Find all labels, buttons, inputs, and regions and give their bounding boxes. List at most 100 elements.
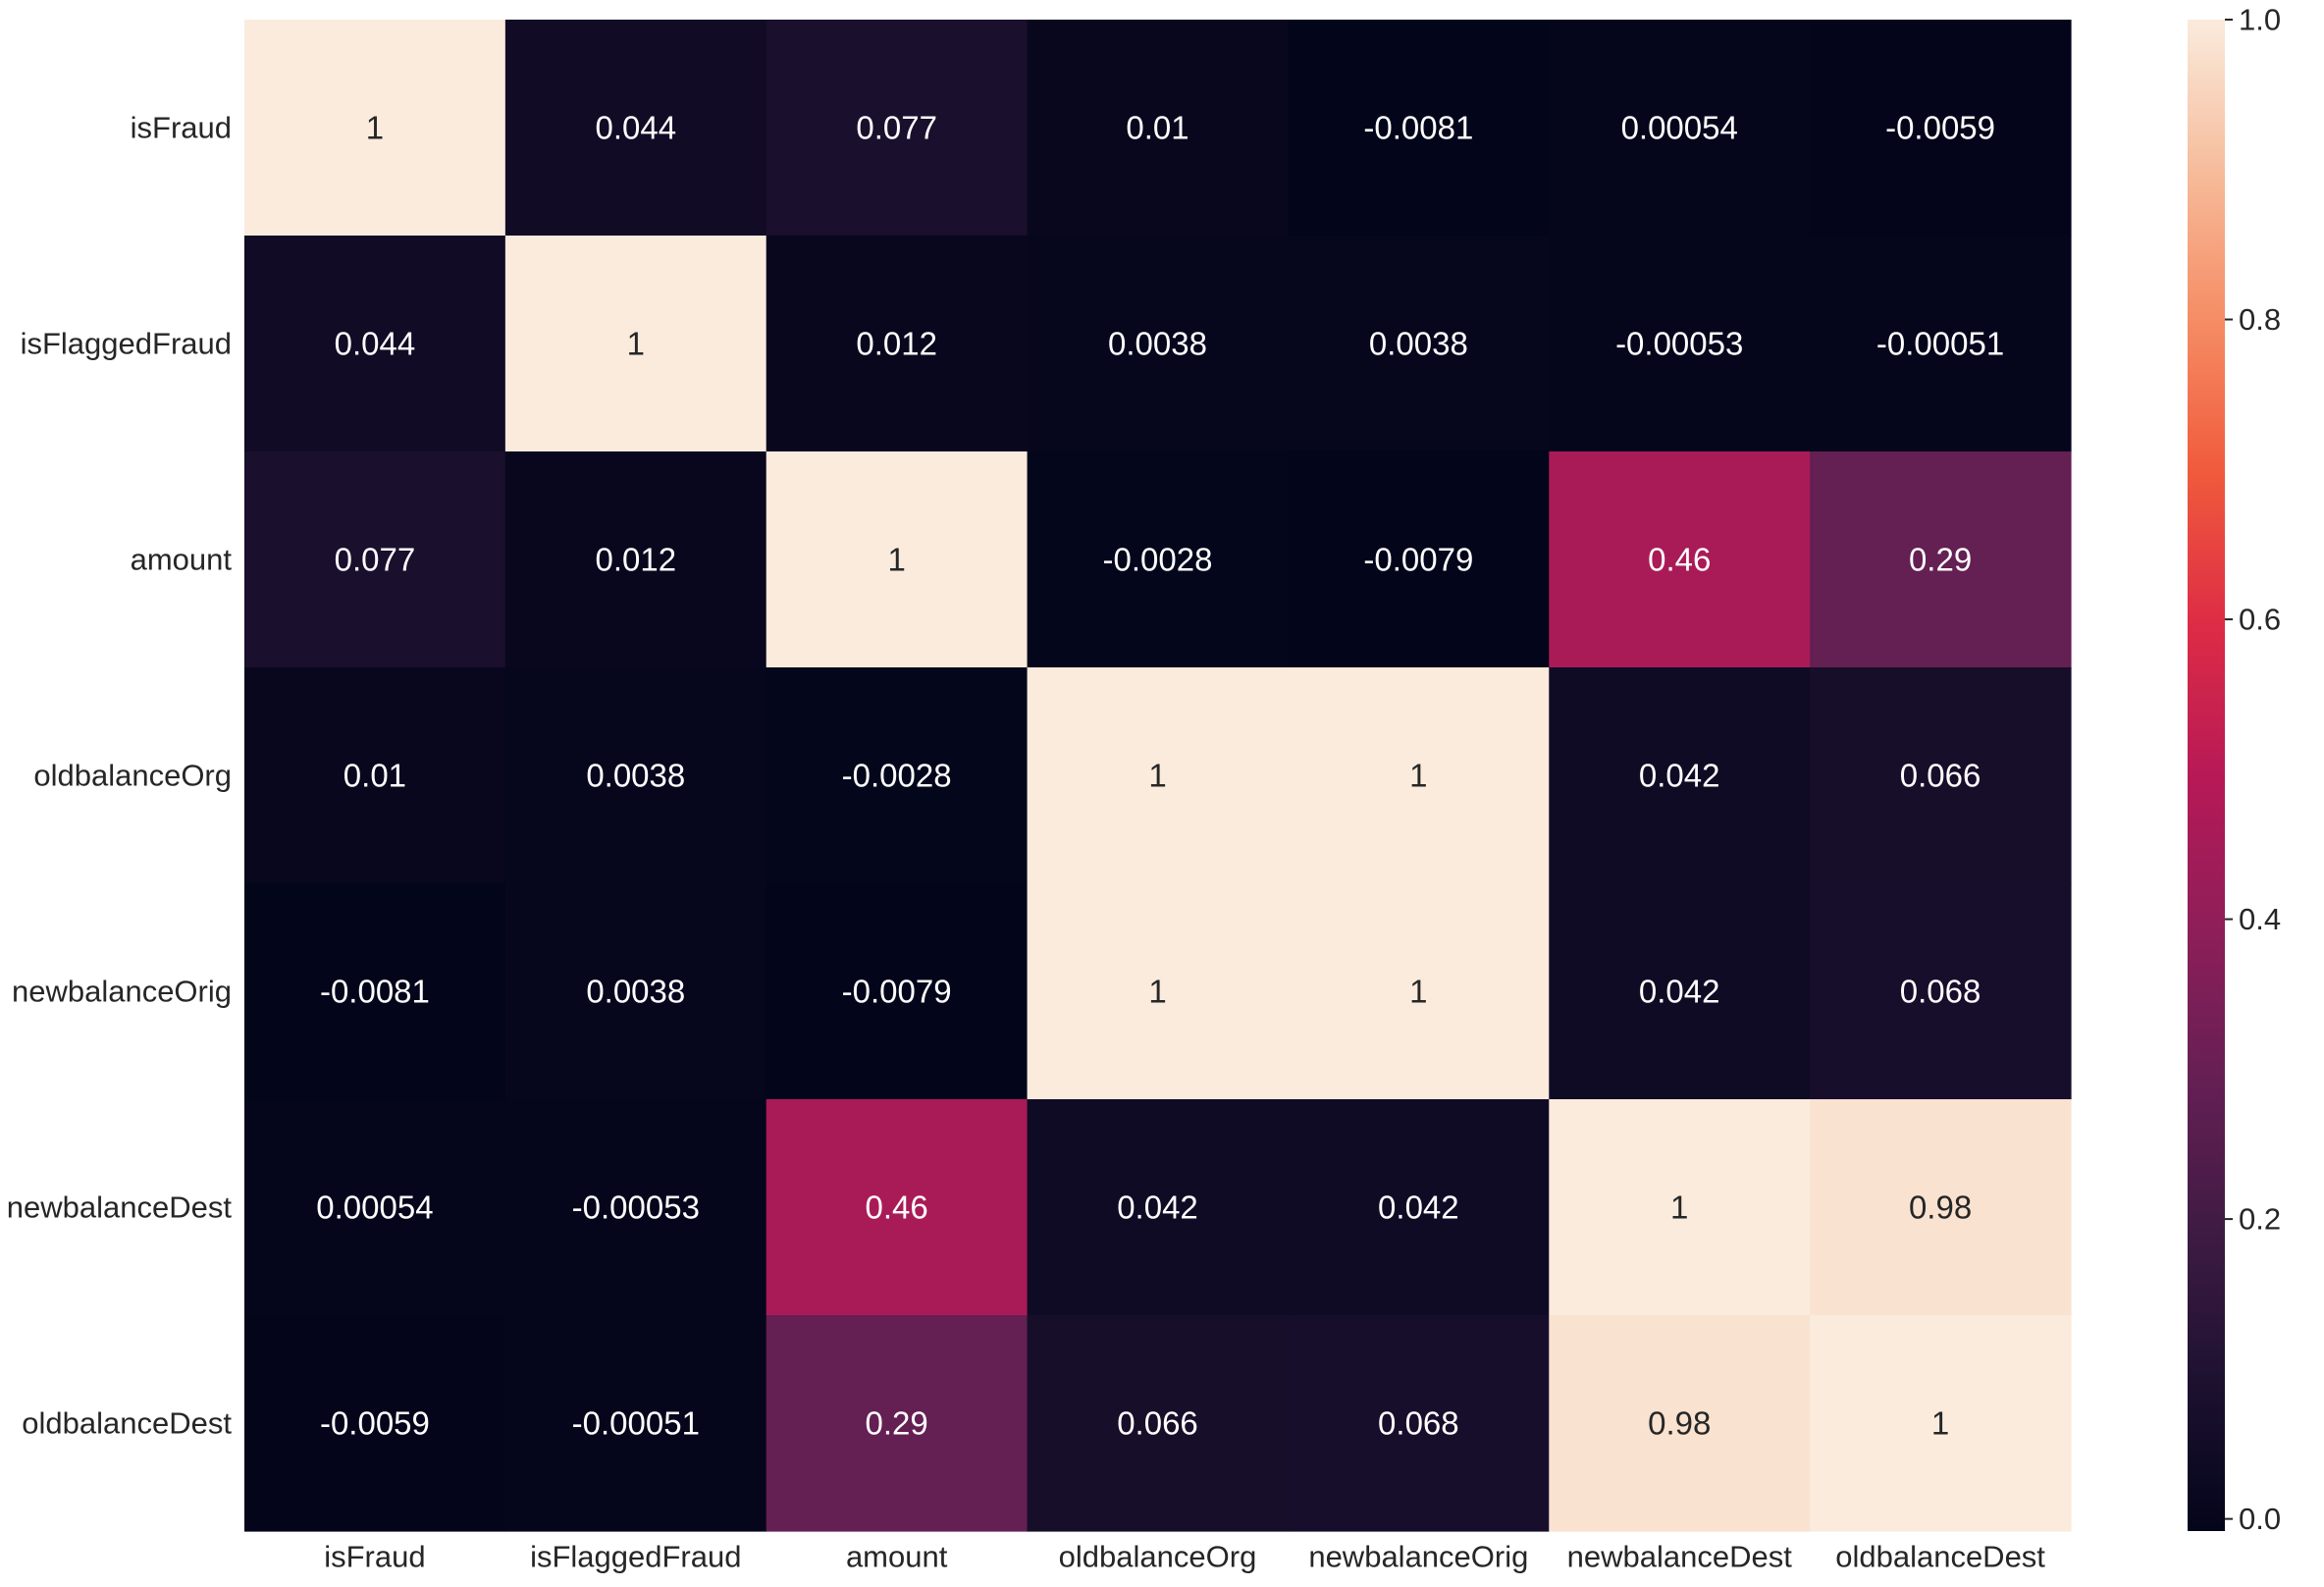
cell-annotation-r0-c1: 0.044 xyxy=(595,110,676,146)
cell-annotation-r6-c5: 0.98 xyxy=(1648,1405,1711,1442)
x-tick-label-0: isFraud xyxy=(324,1540,425,1574)
y-tick-label-0: isFraud xyxy=(131,111,232,145)
heatmap-cell-r1-c5 xyxy=(1549,236,1811,452)
heatmap-cell-r3-c6 xyxy=(1810,667,2072,884)
heatmap-cell-r3-c1 xyxy=(504,667,767,884)
heatmap-cell-r2-c4 xyxy=(1288,451,1550,668)
cell-annotation-r6-c6: 1 xyxy=(1931,1405,1949,1442)
heatmap-cell-r4-c2 xyxy=(766,883,1029,1100)
cell-annotation-r5-c0: 0.00054 xyxy=(316,1190,433,1226)
heatmap-cells xyxy=(244,20,2072,1532)
y-tick-label-2: amount xyxy=(131,543,233,577)
heatmap-cell-r1-c6 xyxy=(1810,236,2072,452)
cell-annotation-r1-c6: -0.00051 xyxy=(1876,326,2004,362)
heatmap-cell-r2-c0 xyxy=(244,451,506,668)
heatmap-cell-r5-c1 xyxy=(504,1099,767,1316)
heatmap-cell-r6-c0 xyxy=(244,1315,506,1532)
heatmap-cell-r0-c0 xyxy=(244,20,506,237)
x-tick-label-3: oldbalanceOrg xyxy=(1059,1540,1257,1574)
heatmap-cell-r3-c2 xyxy=(766,667,1029,884)
heatmap-annotations: 1 0.044 0.077 0.01 -0.0081 0.00054 -0.0059 0.04… xyxy=(316,110,2004,1442)
cell-annotation-r6-c4: 0.068 xyxy=(1378,1405,1459,1442)
cell-annotation-r1-c4: 0.0038 xyxy=(1369,326,1468,362)
cell-annotation-r2-c4: -0.0079 xyxy=(1363,542,1473,578)
heatmap-cell-r6-c5 xyxy=(1549,1315,1811,1532)
cell-annotation-r6-c0: -0.0059 xyxy=(320,1405,430,1442)
heatmap-cell-r4-c1 xyxy=(504,883,767,1100)
y-tick-label-5: newbalanceDest xyxy=(7,1190,233,1225)
heatmap-cell-r4-c5 xyxy=(1549,883,1811,1100)
cell-annotation-r2-c6: 0.29 xyxy=(1909,542,1972,578)
cell-annotation-r4-c1: 0.0038 xyxy=(586,974,685,1010)
heatmap-cell-r5-c0 xyxy=(244,1099,506,1316)
x-tick-label-4: newbalanceOrig xyxy=(1308,1540,1528,1574)
cell-annotation-r0-c4: -0.0081 xyxy=(1363,110,1473,146)
heatmap-cell-r4-c0 xyxy=(244,883,506,1100)
cell-annotation-r0-c6: -0.0059 xyxy=(1885,110,1995,146)
y-tick-label-6: oldbalanceDest xyxy=(22,1406,232,1441)
cell-annotation-r2-c2: 1 xyxy=(887,542,905,578)
heatmap-cell-r4-c4 xyxy=(1288,883,1550,1100)
cell-annotation-r4-c5: 0.042 xyxy=(1639,974,1720,1010)
cell-annotation-r4-c6: 0.068 xyxy=(1900,974,1981,1010)
cell-annotation-r0-c0: 1 xyxy=(366,110,384,146)
x-tick-label-6: oldbalanceDest xyxy=(1835,1540,2045,1574)
colorbar-tick-label-5: 1.0 xyxy=(2239,3,2281,37)
cell-annotation-r5-c5: 1 xyxy=(1670,1190,1688,1226)
colorbar: 0.0 0.2 0.4 0.6 0.8 1.0 xyxy=(2188,3,2281,1536)
x-tick-label-2: amount xyxy=(846,1540,948,1574)
x-axis-labels: isFraud isFlaggedFraud amount oldbalanceOrg… xyxy=(324,1540,2045,1574)
heatmap-cell-r4-c3 xyxy=(1027,883,1290,1100)
cell-annotation-r3-c1: 0.0038 xyxy=(586,758,685,794)
y-tick-label-3: oldbalanceOrg xyxy=(33,759,232,793)
cell-annotation-r1-c0: 0.044 xyxy=(335,326,416,362)
cell-annotation-r2-c0: 0.077 xyxy=(335,542,416,578)
x-tick-label-5: newbalanceDest xyxy=(1567,1540,1793,1574)
cell-annotation-r5-c1: -0.00053 xyxy=(572,1190,700,1226)
cell-annotation-r5-c2: 0.46 xyxy=(866,1190,928,1226)
heatmap-cell-r0-c6 xyxy=(1810,20,2072,237)
heatmap-cell-r0-c3 xyxy=(1027,20,1290,237)
heatmap-cell-r0-c2 xyxy=(766,20,1029,237)
cell-annotation-r4-c3: 1 xyxy=(1148,974,1166,1010)
heatmap-cell-r3-c0 xyxy=(244,667,506,884)
heatmap-cell-r1-c3 xyxy=(1027,236,1290,452)
y-tick-label-4: newbalanceOrig xyxy=(12,975,232,1009)
cell-annotation-r3-c6: 0.066 xyxy=(1900,758,1981,794)
cell-annotation-r4-c4: 1 xyxy=(1409,974,1427,1010)
colorbar-tick-label-1: 0.2 xyxy=(2239,1202,2281,1237)
heatmap-cell-r2-c6 xyxy=(1810,451,2072,668)
heatmap-cell-r1-c4 xyxy=(1288,236,1550,452)
heatmap-cell-r3-c5 xyxy=(1549,667,1811,884)
heatmap-cell-r1-c0 xyxy=(244,236,506,452)
cell-annotation-r0-c2: 0.077 xyxy=(856,110,937,146)
y-tick-label-1: isFlaggedFraud xyxy=(21,327,232,361)
cell-annotation-r2-c5: 0.46 xyxy=(1648,542,1711,578)
x-tick-label-1: isFlaggedFraud xyxy=(530,1540,741,1574)
heatmap-cell-r3-c3 xyxy=(1027,667,1290,884)
heatmap-cell-r0-c5 xyxy=(1549,20,1811,237)
cell-annotation-r3-c3: 1 xyxy=(1148,758,1166,794)
cell-annotation-r4-c2: -0.0079 xyxy=(842,974,952,1010)
cell-annotation-r2-c1: 0.012 xyxy=(595,542,676,578)
cell-annotation-r4-c0: -0.0081 xyxy=(320,974,430,1010)
heatmap-cell-r2-c3 xyxy=(1027,451,1290,668)
colorbar-tick-label-4: 0.8 xyxy=(2239,302,2281,337)
cell-annotation-r5-c4: 0.042 xyxy=(1378,1190,1459,1226)
heatmap-cell-r0-c1 xyxy=(504,20,767,237)
cell-annotation-r0-c5: 0.00054 xyxy=(1621,110,1738,146)
cell-annotation-r3-c2: -0.0028 xyxy=(842,758,952,794)
cell-annotation-r3-c4: 1 xyxy=(1409,758,1427,794)
cell-annotation-r6-c2: 0.29 xyxy=(866,1405,928,1442)
cell-annotation-r2-c3: -0.0028 xyxy=(1103,542,1213,578)
colorbar-tick-label-3: 0.6 xyxy=(2239,603,2281,637)
heatmap-cell-r5-c4 xyxy=(1288,1099,1550,1316)
heatmap-cell-r1-c1 xyxy=(504,236,767,452)
heatmap-cell-r6-c6 xyxy=(1810,1315,2072,1532)
heatmap-cell-r5-c5 xyxy=(1549,1099,1811,1316)
cell-annotation-r6-c3: 0.066 xyxy=(1117,1405,1198,1442)
colorbar-tick-label-0: 0.0 xyxy=(2239,1502,2281,1536)
heatmap-cell-r5-c3 xyxy=(1027,1099,1290,1316)
heatmap-cell-r6-c2 xyxy=(766,1315,1029,1532)
